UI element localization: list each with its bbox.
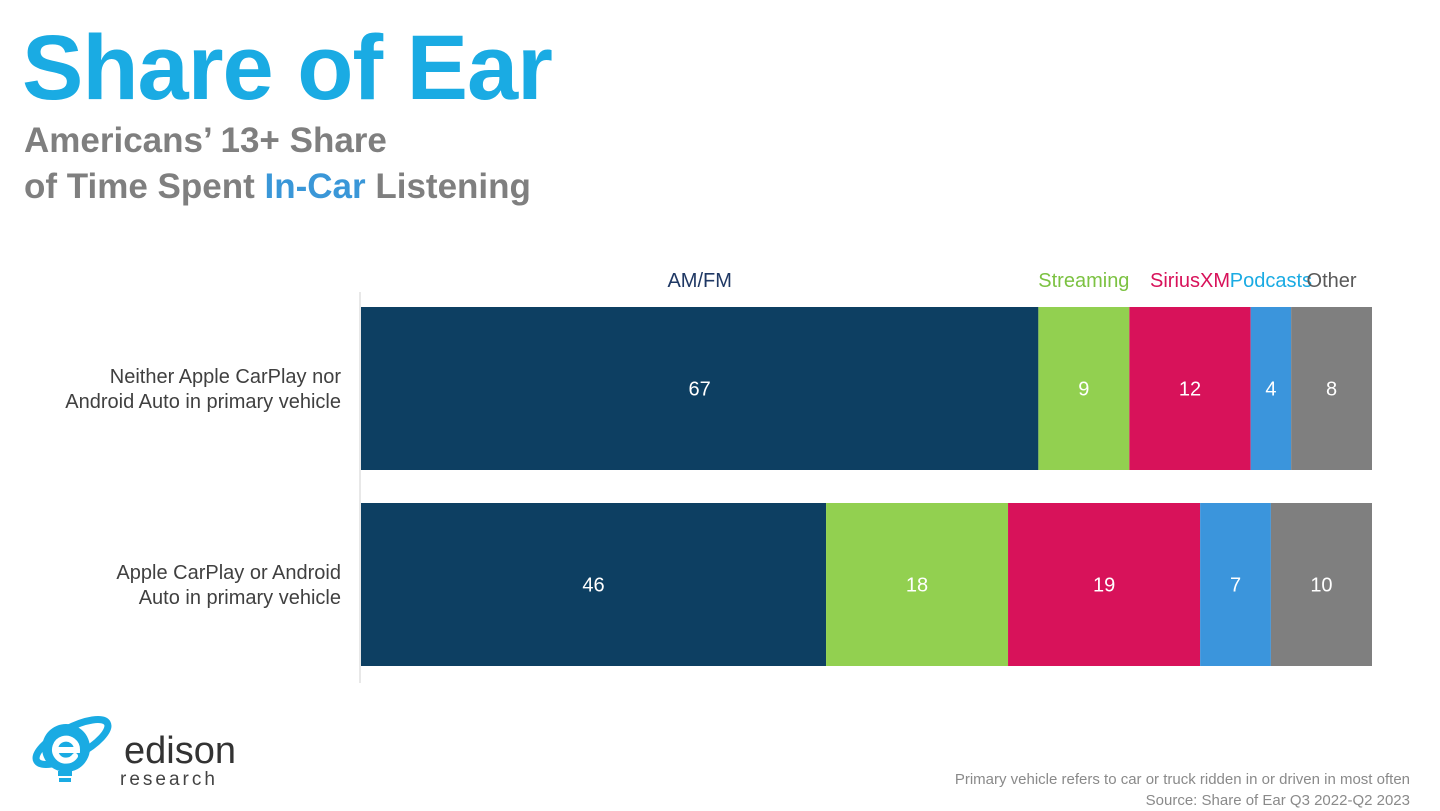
bar-segment-0-4	[1291, 307, 1372, 470]
bar-segment-1-3	[1200, 503, 1271, 666]
data-label-0-0: 67	[689, 379, 711, 401]
subtitle-highlight: In-Car	[264, 167, 366, 206]
category-label-0-line-0: Neither Apple CarPlay nor	[110, 366, 342, 388]
logo-subtext: research	[120, 769, 218, 790]
bar-segment-1-0	[361, 503, 827, 666]
footnote-source: Source: Share of Ear Q3 2022-Q2 2023	[1145, 792, 1410, 809]
data-label-0-3: 4	[1265, 379, 1276, 401]
bar-segment-0-1	[1038, 307, 1130, 470]
subtitle-line-2: of Time Spent In-Car Listening	[24, 164, 531, 210]
bar-segment-0-2	[1129, 307, 1251, 470]
footnote: Primary vehicle refers to car or truck r…	[955, 769, 1410, 811]
edison-logo-icon	[32, 716, 112, 782]
subtitle-line-1: Americans’ 13+ Share	[24, 121, 387, 160]
bar-segment-1-1	[826, 503, 1009, 666]
data-label-1-4: 10	[1310, 575, 1332, 597]
data-label-0-2: 12	[1179, 379, 1201, 401]
legend-label-3: Podcasts	[1230, 270, 1312, 292]
bar-segment-0-0	[361, 307, 1039, 470]
data-label-0-1: 9	[1078, 379, 1089, 401]
subtitle-prefix: of Time Spent	[24, 167, 265, 206]
data-label-0-4: 8	[1326, 379, 1337, 401]
data-label-1-0: 46	[582, 575, 604, 597]
subtitle-suffix: Listening	[365, 167, 531, 206]
category-label-1-line-0: Apple CarPlay or Android	[116, 562, 341, 584]
legend-label-2: SiriusXM	[1150, 270, 1230, 292]
bar-segment-1-2	[1008, 503, 1201, 666]
footnote-definition: Primary vehicle refers to car or truck r…	[954, 771, 1410, 788]
bar-segment-0-3	[1250, 307, 1292, 470]
legend-label-0: AM/FM	[667, 270, 731, 292]
edison-research-logo: edison research	[28, 698, 258, 798]
data-label-1-3: 7	[1230, 575, 1241, 597]
legend-label-4: Other	[1307, 270, 1357, 292]
page-subtitle: Americans’ 13+ Share of Time Spent In-Ca…	[24, 118, 531, 210]
category-label-0-line-1: Android Auto in primary vehicle	[65, 391, 341, 413]
data-label-1-2: 19	[1093, 575, 1115, 597]
category-label-1-line-1: Auto in primary vehicle	[139, 587, 341, 609]
logo-wordmark: edison	[124, 730, 236, 772]
legend-label-1: Streaming	[1038, 270, 1129, 292]
bar-segment-1-4	[1270, 503, 1372, 666]
page-title: Share of Ear	[22, 17, 553, 119]
data-label-1-1: 18	[906, 575, 928, 597]
